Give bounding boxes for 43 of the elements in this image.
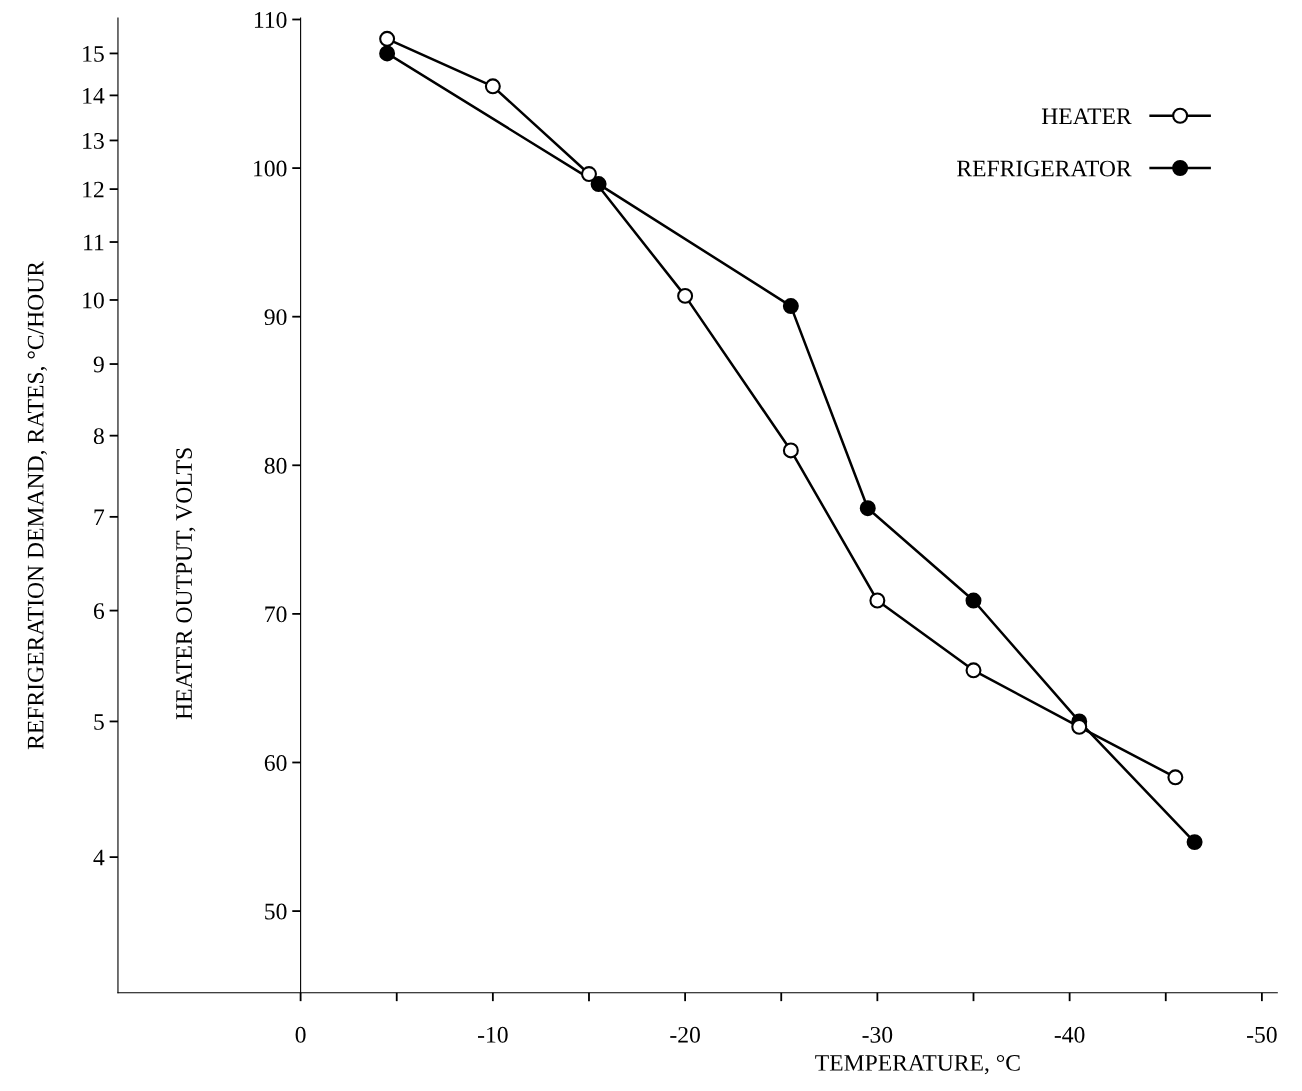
point: [379, 45, 396, 62]
y2-tick-label: 5: [94, 714, 104, 730]
x-tick-label: -50: [1247, 1026, 1277, 1043]
y2-tick-label: 12: [83, 181, 104, 198]
point: [869, 592, 886, 609]
point: [484, 78, 501, 95]
y-tick-label: 110: [254, 11, 287, 28]
legend-label: HEATER: [1041, 108, 1132, 125]
point: [677, 287, 694, 304]
point: [782, 298, 799, 315]
point: [965, 592, 982, 609]
x-tick-label: -30: [862, 1026, 893, 1043]
point: [782, 442, 799, 459]
y-axis-title: HEATER OUTPUT, VOLTS: [176, 448, 196, 720]
legend-label: REFRIGERATOR: [957, 160, 1132, 177]
y-tick-label: 50: [265, 903, 287, 920]
y2-tick-label: 13: [83, 133, 104, 149]
x-axis-title: TEMPERATURE, °C: [815, 1054, 1020, 1075]
y2-tick-label: 9: [93, 356, 104, 373]
y2-tick-label: 11: [84, 234, 104, 251]
y2-tick-label: 14: [83, 87, 105, 104]
y2-axis-title: REFRIGERATION DEMAND, RATES, °C/HOUR: [27, 261, 47, 750]
point: [379, 30, 396, 47]
y-tick-label: 60: [264, 754, 287, 771]
x-tick-label: -10: [478, 1026, 508, 1043]
x-tick-label: -40: [1054, 1026, 1085, 1043]
x-tick-label: 0: [295, 1026, 306, 1043]
point: [1167, 769, 1184, 786]
y-tick-label: 90: [264, 309, 287, 326]
y-tick-label: 80: [264, 457, 287, 474]
y2-tick-label: 10: [83, 292, 104, 309]
x-tick-label: -20: [670, 1026, 700, 1043]
point: [1186, 834, 1203, 851]
point: [965, 662, 982, 679]
y2-tick-label: 7: [94, 509, 105, 526]
y-tick-label: 100: [254, 160, 287, 177]
point: [581, 166, 597, 183]
y-tick-label: 70: [265, 606, 287, 623]
y2-tick-label: 15: [83, 46, 104, 62]
point: [859, 500, 876, 517]
y2-tick-label: 4: [93, 849, 105, 866]
y2-tick-label: 6: [93, 603, 105, 620]
y2-tick-label: 8: [93, 428, 104, 445]
